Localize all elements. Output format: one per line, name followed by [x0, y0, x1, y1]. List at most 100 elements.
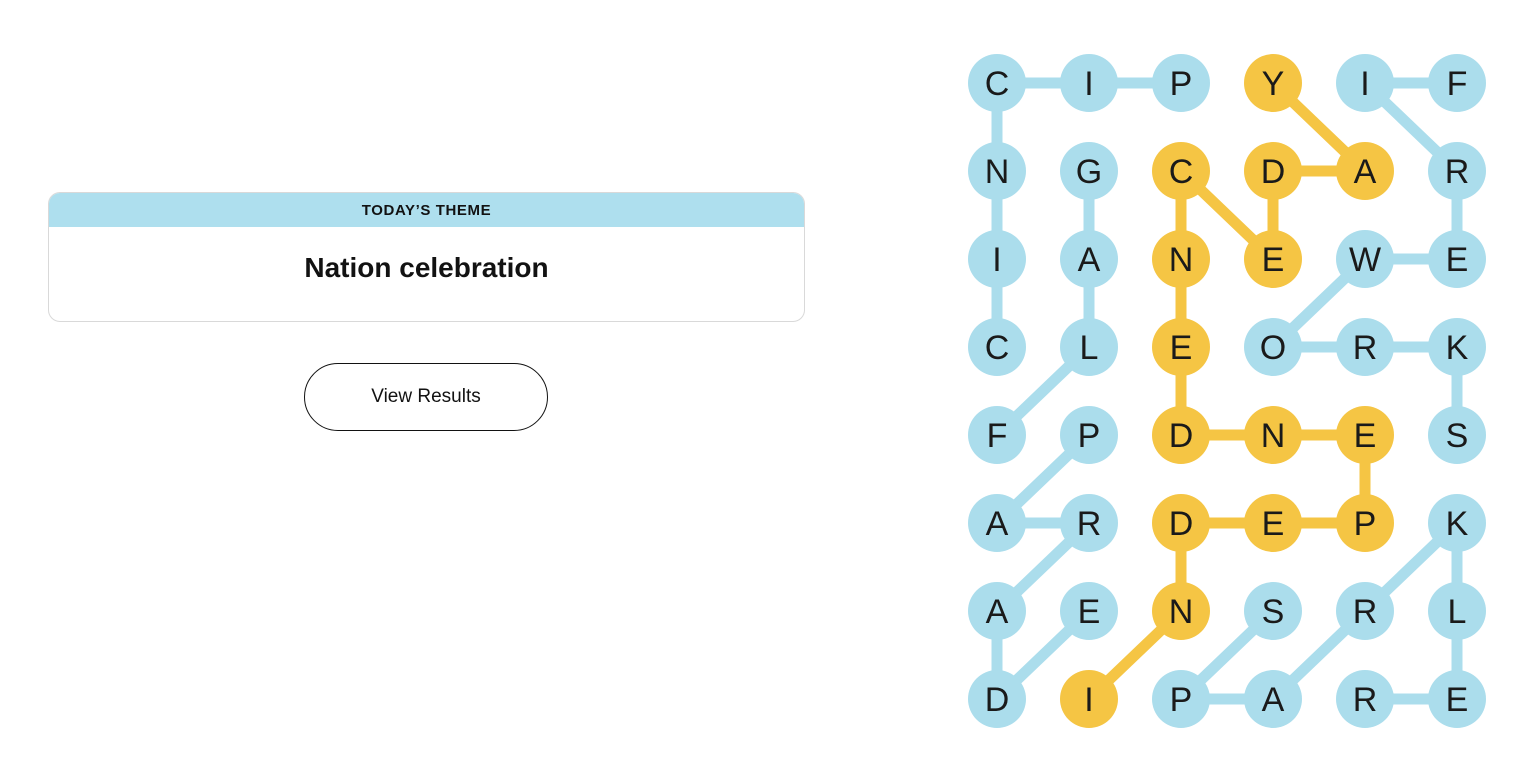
- letter-cell-r4c3[interactable]: E: [1152, 318, 1210, 376]
- letter-circle[interactable]: [1336, 54, 1394, 112]
- letter-cell-r2c5[interactable]: A: [1336, 142, 1394, 200]
- letter-cell-r8c2[interactable]: I: [1060, 670, 1118, 728]
- letter-circle[interactable]: [968, 406, 1026, 464]
- letter-cell-r8c5[interactable]: R: [1336, 670, 1394, 728]
- letter-cell-r4c1[interactable]: C: [968, 318, 1026, 376]
- letter-circle[interactable]: [1060, 582, 1118, 640]
- view-results-button[interactable]: View Results: [304, 363, 548, 431]
- letter-circle[interactable]: [1336, 406, 1394, 464]
- letter-cell-r6c3[interactable]: D: [1152, 494, 1210, 552]
- letter-circle[interactable]: [1152, 670, 1210, 728]
- letter-cell-r3c3[interactable]: N: [1152, 230, 1210, 288]
- letter-circle[interactable]: [1060, 54, 1118, 112]
- letter-cell-r2c1[interactable]: N: [968, 142, 1026, 200]
- letter-circle[interactable]: [968, 230, 1026, 288]
- letter-circle[interactable]: [1152, 54, 1210, 112]
- letter-circle[interactable]: [1336, 142, 1394, 200]
- letter-cell-r6c2[interactable]: R: [1060, 494, 1118, 552]
- letter-circle[interactable]: [1428, 318, 1486, 376]
- letter-circle[interactable]: [968, 670, 1026, 728]
- letter-cell-r3c2[interactable]: A: [1060, 230, 1118, 288]
- letter-cell-r2c6[interactable]: R: [1428, 142, 1486, 200]
- letter-cell-r5c2[interactable]: P: [1060, 406, 1118, 464]
- letter-circle[interactable]: [1244, 494, 1302, 552]
- letter-circle[interactable]: [1244, 54, 1302, 112]
- letter-circle[interactable]: [1428, 142, 1486, 200]
- letter-cell-r4c2[interactable]: L: [1060, 318, 1118, 376]
- letter-cell-r1c4[interactable]: Y: [1244, 54, 1302, 112]
- letter-cell-r6c6[interactable]: K: [1428, 494, 1486, 552]
- letter-circle[interactable]: [1060, 406, 1118, 464]
- letter-cell-r4c6[interactable]: K: [1428, 318, 1486, 376]
- letter-circle[interactable]: [1428, 670, 1486, 728]
- letter-circle[interactable]: [1336, 494, 1394, 552]
- letter-circle[interactable]: [1060, 670, 1118, 728]
- letter-circle[interactable]: [1060, 494, 1118, 552]
- letter-circle[interactable]: [968, 318, 1026, 376]
- letter-circle[interactable]: [1060, 318, 1118, 376]
- letter-circle[interactable]: [1336, 230, 1394, 288]
- letter-cell-r1c6[interactable]: F: [1428, 54, 1486, 112]
- letter-cell-r8c1[interactable]: D: [968, 670, 1026, 728]
- letter-cell-r2c3[interactable]: C: [1152, 142, 1210, 200]
- letter-circle[interactable]: [1428, 230, 1486, 288]
- letter-circle[interactable]: [1152, 582, 1210, 640]
- letter-cell-r6c5[interactable]: P: [1336, 494, 1394, 552]
- letter-cell-r5c4[interactable]: N: [1244, 406, 1302, 464]
- letter-cell-r5c5[interactable]: E: [1336, 406, 1394, 464]
- theme-card-header: TODAY’S THEME: [49, 193, 804, 227]
- letter-cell-r7c1[interactable]: A: [968, 582, 1026, 640]
- letter-cell-r7c6[interactable]: L: [1428, 582, 1486, 640]
- letter-circle[interactable]: [1244, 406, 1302, 464]
- letter-cell-r7c3[interactable]: N: [1152, 582, 1210, 640]
- letter-cell-r1c2[interactable]: I: [1060, 54, 1118, 112]
- letter-cell-r1c3[interactable]: P: [1152, 54, 1210, 112]
- letter-circle[interactable]: [968, 142, 1026, 200]
- letter-cell-r4c4[interactable]: O: [1244, 318, 1302, 376]
- letter-cell-r6c1[interactable]: A: [968, 494, 1026, 552]
- letter-cell-r8c4[interactable]: A: [1244, 670, 1302, 728]
- letter-cell-r1c1[interactable]: C: [968, 54, 1026, 112]
- letter-circle[interactable]: [1428, 494, 1486, 552]
- letter-circle[interactable]: [1244, 670, 1302, 728]
- letter-circle[interactable]: [1152, 318, 1210, 376]
- word-connector-independence-day: [1083, 77, 1371, 705]
- letter-circle[interactable]: [1428, 582, 1486, 640]
- letter-cell-r1c5[interactable]: I: [1336, 54, 1394, 112]
- letter-circle[interactable]: [1060, 230, 1118, 288]
- letter-circle[interactable]: [1244, 318, 1302, 376]
- letter-circle[interactable]: [1244, 582, 1302, 640]
- letter-circle[interactable]: [968, 582, 1026, 640]
- letter-cell-r8c6[interactable]: E: [1428, 670, 1486, 728]
- letter-circle[interactable]: [1336, 318, 1394, 376]
- letter-cell-r3c4[interactable]: E: [1244, 230, 1302, 288]
- letter-circle[interactable]: [1244, 230, 1302, 288]
- letter-circle[interactable]: [1152, 494, 1210, 552]
- letter-cell-r3c1[interactable]: I: [968, 230, 1026, 288]
- letter-circle[interactable]: [1060, 142, 1118, 200]
- letter-cell-r3c5[interactable]: W: [1336, 230, 1394, 288]
- strands-board[interactable]: C I P Y I FN G C D A RI A N E W EC L E O R KF P D N E SA R D E P KA E N S…: [955, 40, 1500, 740]
- letter-cell-r2c4[interactable]: D: [1244, 142, 1302, 200]
- letter-cell-r7c5[interactable]: R: [1336, 582, 1394, 640]
- letter-circle[interactable]: [1244, 142, 1302, 200]
- letter-cell-r5c1[interactable]: F: [968, 406, 1026, 464]
- letter-circle[interactable]: [1428, 54, 1486, 112]
- letter-cell-r4c5[interactable]: R: [1336, 318, 1394, 376]
- letter-circle[interactable]: [1152, 230, 1210, 288]
- letter-circle[interactable]: [1428, 406, 1486, 464]
- letter-cell-r3c6[interactable]: E: [1428, 230, 1486, 288]
- letter-cell-r7c4[interactable]: S: [1244, 582, 1302, 640]
- letter-cell-r8c3[interactable]: P: [1152, 670, 1210, 728]
- letter-cell-r5c6[interactable]: S: [1428, 406, 1486, 464]
- letter-circle[interactable]: [1152, 142, 1210, 200]
- letter-circle[interactable]: [1336, 670, 1394, 728]
- letter-cell-r2c2[interactable]: G: [1060, 142, 1118, 200]
- letter-cell-r7c2[interactable]: E: [1060, 582, 1118, 640]
- letter-cell-r5c3[interactable]: D: [1152, 406, 1210, 464]
- letter-cell-r6c4[interactable]: E: [1244, 494, 1302, 552]
- letter-circle[interactable]: [1336, 582, 1394, 640]
- letter-circle[interactable]: [1152, 406, 1210, 464]
- letter-circle[interactable]: [968, 494, 1026, 552]
- letter-circle[interactable]: [968, 54, 1026, 112]
